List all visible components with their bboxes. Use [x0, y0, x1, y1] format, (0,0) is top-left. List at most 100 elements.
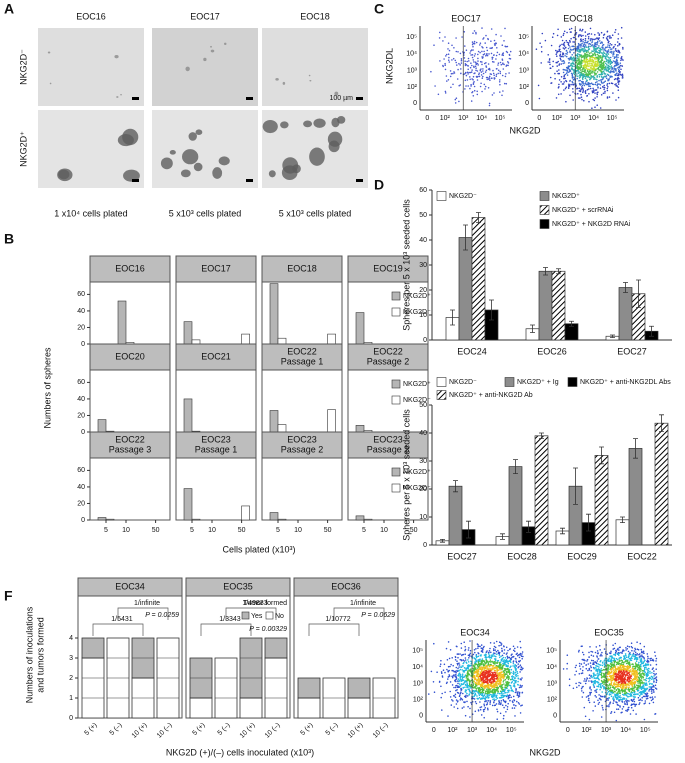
bar	[105, 518, 115, 521]
bar	[97, 517, 107, 521]
bracket	[200, 623, 252, 636]
y-axis-title: Numbers of inoculations	[24, 606, 34, 703]
legend-swatch	[391, 483, 401, 493]
bar	[277, 424, 287, 433]
event-dots	[613, 669, 633, 685]
x-tick-label: 10⁴	[620, 727, 631, 734]
event-dots	[535, 26, 624, 109]
legend-swatch	[391, 379, 401, 389]
sphere	[49, 82, 52, 85]
micrograph	[152, 28, 258, 106]
caption: 5 x10³ cells plated	[169, 208, 242, 218]
segment-yes	[264, 637, 288, 659]
legend-swatch	[391, 307, 401, 317]
legend-swatch	[391, 395, 401, 405]
bar	[615, 519, 630, 546]
y-tick-label: 30	[419, 458, 427, 465]
micrograph	[152, 110, 258, 188]
x-tick-label: 10²	[440, 115, 451, 122]
error-bar	[636, 279, 641, 308]
sphere	[212, 167, 223, 179]
facet-title: EOC17	[201, 263, 231, 273]
y-tick-label: 10²	[547, 697, 558, 704]
scale-bar	[246, 97, 253, 100]
error-bar	[526, 520, 531, 533]
facet-header	[347, 431, 429, 459]
facet-title: EOC18	[287, 263, 317, 273]
sphere	[309, 80, 312, 82]
x-tick-label: 5	[104, 527, 108, 534]
bar	[269, 410, 279, 433]
bar	[327, 409, 336, 433]
facet-panel	[347, 369, 429, 433]
bracket	[92, 623, 144, 636]
x-tick-label: 5 (–)	[217, 722, 232, 737]
y-tick-label: 10⁴	[412, 664, 423, 671]
bracket-label: 1/infinite	[134, 600, 160, 607]
sphere	[160, 157, 173, 170]
facet-title: EOC16	[115, 263, 145, 273]
x-tick-label: 10³	[467, 727, 478, 734]
facet-title: Passage 1	[195, 444, 238, 454]
bar	[277, 337, 287, 345]
column-title: EOC17	[190, 11, 220, 21]
legend-label: NKG2D⁺ + anti-NKG2D Ab	[449, 392, 533, 399]
y-tick-label: 10²	[519, 84, 530, 91]
sphere	[282, 81, 286, 85]
y-tick-label: 20	[77, 324, 85, 331]
bar	[355, 312, 365, 345]
y-tick-label: 10²	[413, 697, 424, 704]
x-tick-label: EOC24	[457, 346, 487, 356]
row-label: NKG2D⁺	[18, 131, 28, 167]
scale-label: 100 µm	[330, 95, 354, 102]
legend-label: NKG2D⁻	[403, 397, 431, 404]
bar	[269, 512, 279, 521]
event-dots	[590, 652, 655, 701]
event-dots	[472, 664, 505, 690]
x-tick-label: 10⁵	[506, 727, 517, 734]
y-tick-label: 0	[69, 715, 73, 722]
x-tick-label: 10³	[601, 727, 612, 734]
micrograph	[38, 28, 144, 106]
facet-header	[175, 255, 257, 283]
bar	[241, 505, 250, 521]
bar	[654, 422, 669, 546]
bar	[183, 398, 193, 433]
bar	[534, 435, 549, 546]
bracket-label: 1/49833	[242, 600, 267, 607]
y-axis-title: Spheres per 5 x 10³ seeded cells	[401, 199, 411, 331]
facet-title: EOC35	[223, 581, 253, 591]
x-tick-label: EOC28	[507, 551, 537, 561]
sphere	[188, 132, 197, 141]
legend-label: NKG2D⁺ + scrRNAi	[552, 207, 614, 214]
scale-bar	[132, 179, 139, 182]
x-tick-label: 10²	[581, 727, 592, 734]
facet-title: EOC23	[287, 434, 317, 444]
legend-swatch	[539, 219, 550, 229]
x-tick-label: 10 (+)	[239, 722, 257, 740]
sphere	[47, 51, 51, 54]
y-tick-label: 0	[81, 429, 85, 436]
legend-swatch	[241, 611, 250, 620]
y-tick-label: 20	[419, 287, 427, 294]
x-tick-label: EOC26	[537, 346, 567, 356]
bar	[191, 518, 201, 521]
facet-header	[89, 343, 171, 371]
x-tick-label: EOC29	[567, 551, 597, 561]
sphere	[218, 156, 230, 166]
legend-title: Tumor formed	[243, 600, 287, 607]
panel-label: A	[4, 1, 14, 17]
bracket	[333, 607, 385, 620]
error-bar	[500, 533, 505, 540]
legend-label: NKG2D⁺	[403, 381, 431, 388]
error-bar	[573, 467, 578, 505]
facet-title: EOC22	[115, 434, 145, 444]
legend-swatch	[436, 377, 447, 387]
y-tick-label: 4	[69, 635, 73, 642]
legend-label: NKG2D⁺ + NKG2D RNAi	[552, 221, 631, 228]
legend-swatch	[504, 377, 515, 387]
y-tick-label: 0	[413, 100, 417, 107]
x-tick-label: EOC27	[447, 551, 477, 561]
segment-no	[189, 697, 213, 719]
facet-title: EOC21	[201, 351, 231, 361]
